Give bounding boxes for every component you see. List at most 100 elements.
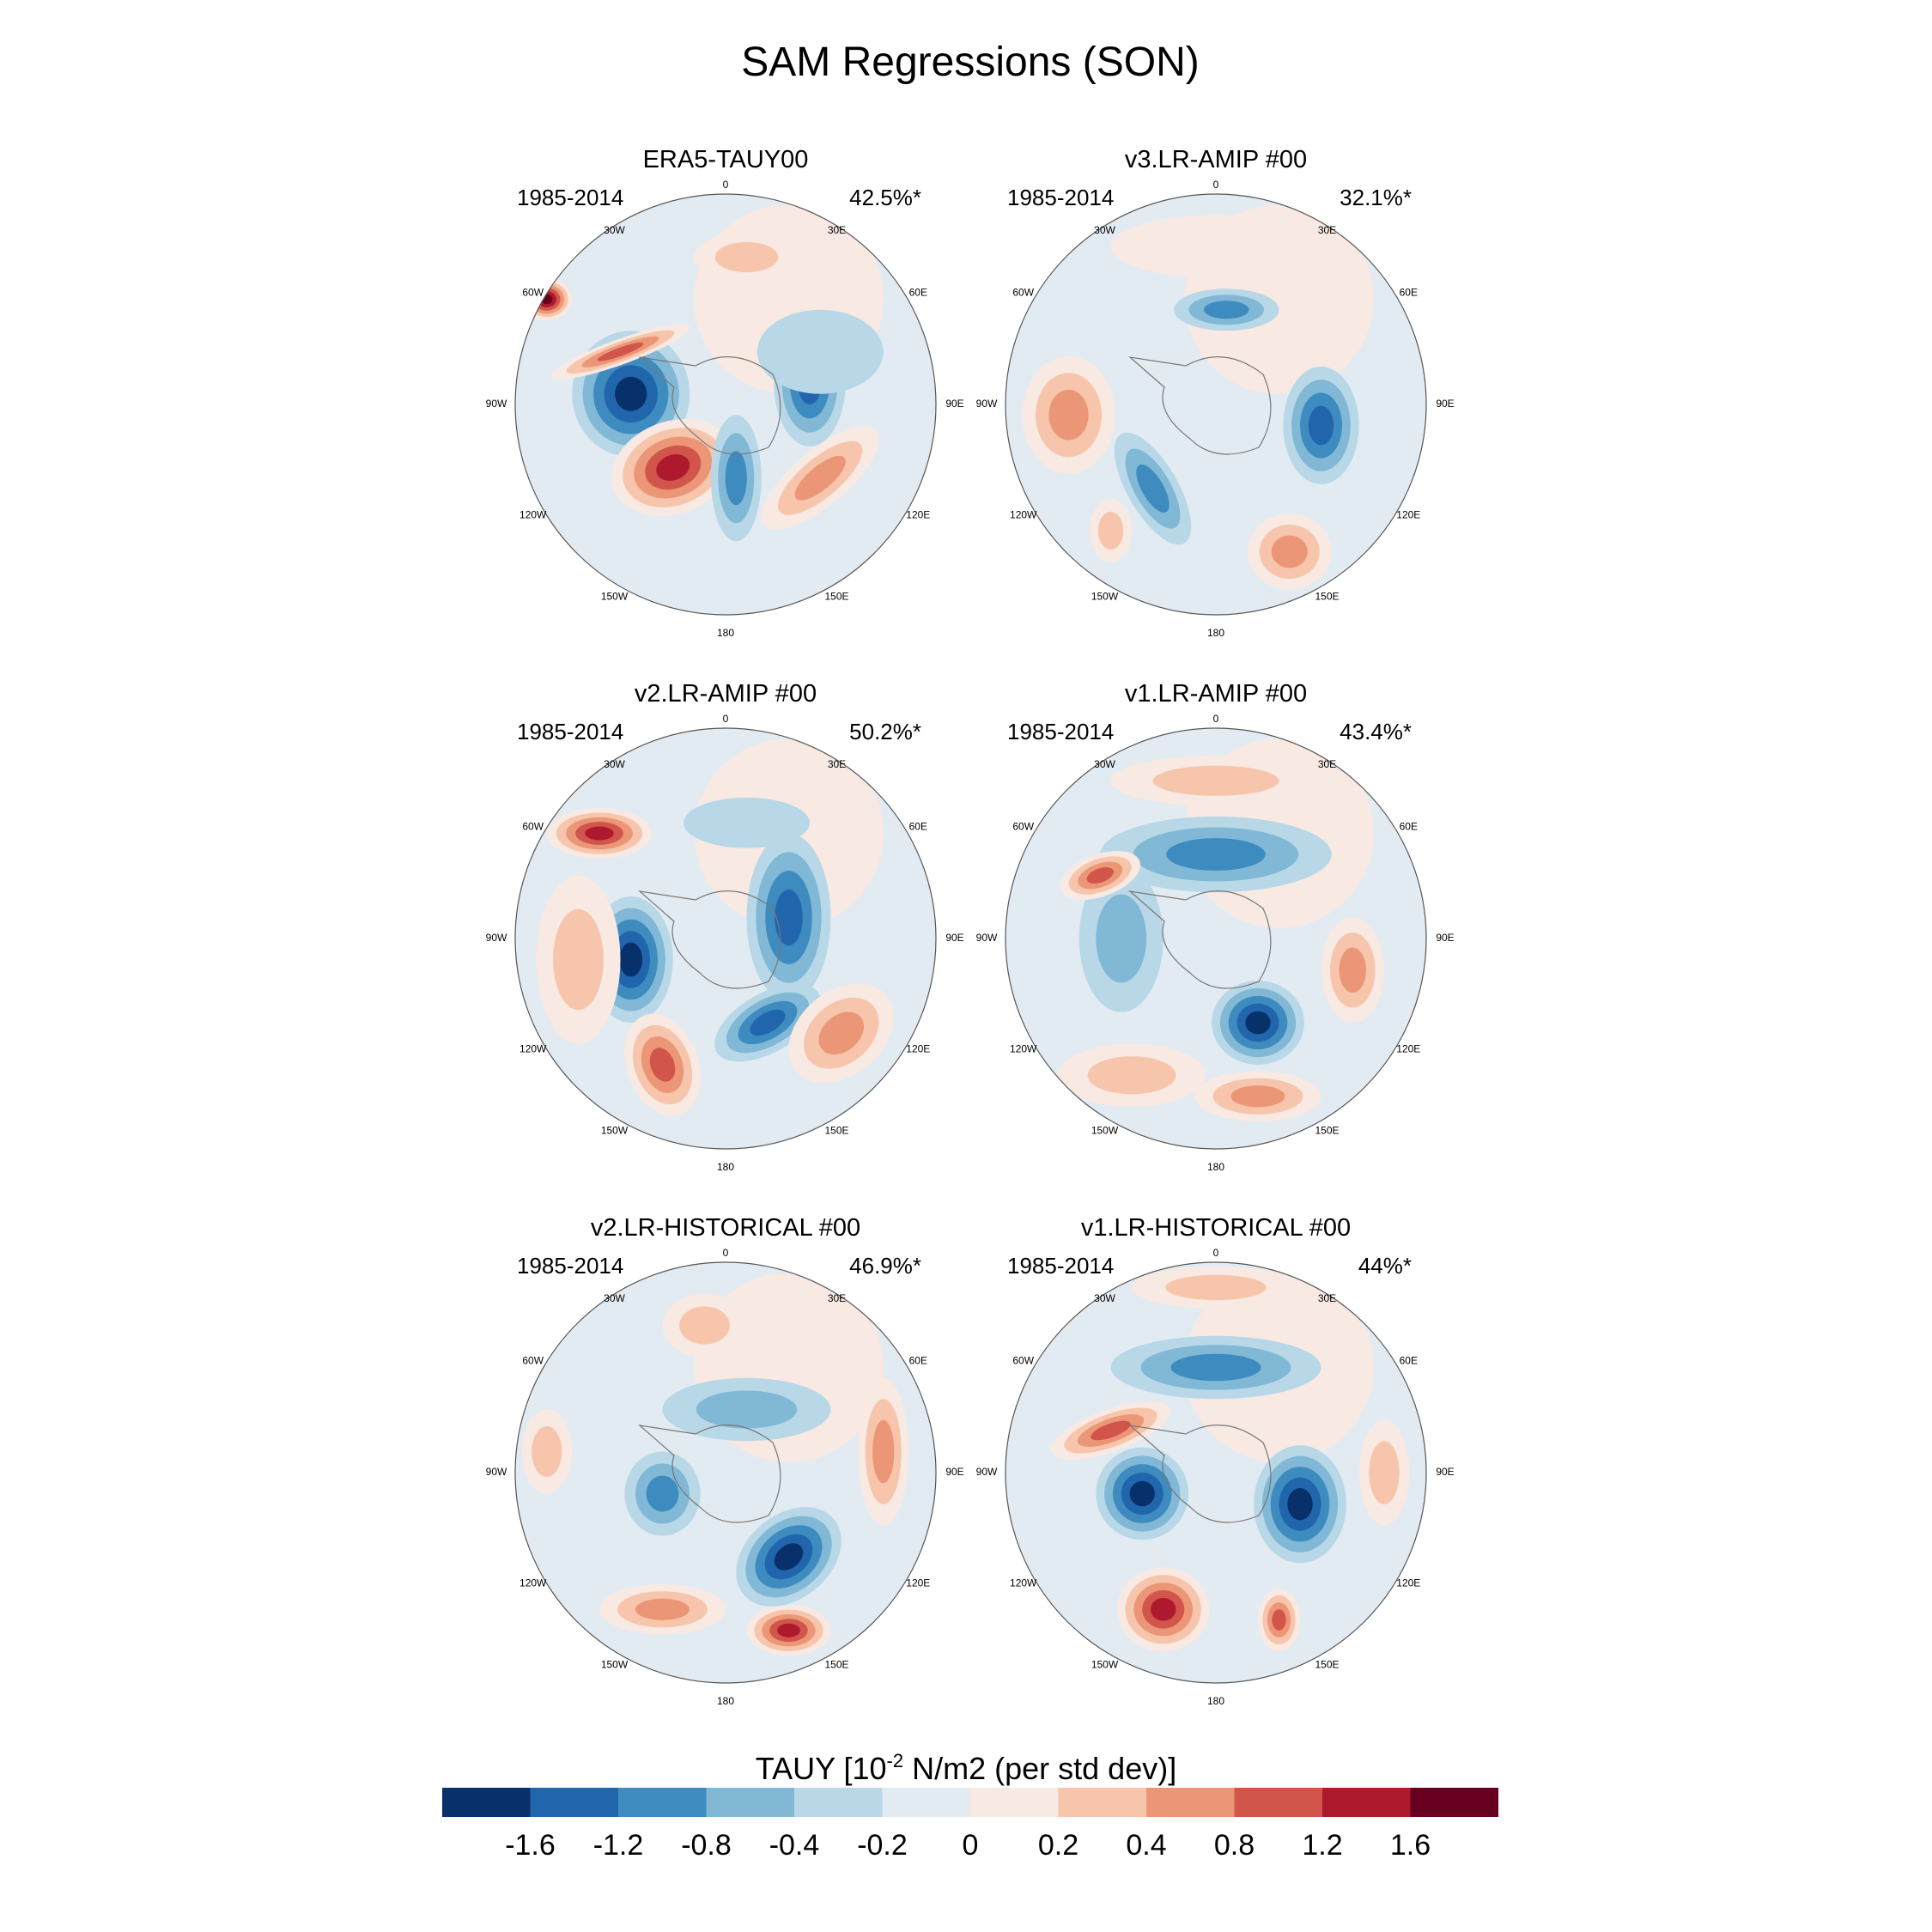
anomaly-contour bbox=[1091, 1420, 1131, 1441]
map-panel: v2.LR-HISTORICAL #00 1985-2014 46.9%* 0 30E 6… bbox=[486, 1214, 964, 1707]
longitude-label: 180 bbox=[717, 627, 734, 639]
map-field bbox=[1005, 194, 1426, 615]
map-panel: v2.LR-AMIP #00 1985-2014 50.2%* 0 30E 60E 90E 1… bbox=[486, 680, 964, 1173]
panel-variance: 32.1%* bbox=[1340, 185, 1412, 210]
longitude-label: 120W bbox=[519, 1043, 547, 1055]
longitude-label: 120W bbox=[519, 1577, 547, 1589]
colorbar-title: TAUY [10-2 N/m2 (per std dev)] bbox=[756, 1750, 1176, 1786]
anomaly-contour bbox=[683, 797, 810, 848]
anomaly-contour bbox=[1087, 1056, 1176, 1095]
longitude-label: 30W bbox=[1094, 758, 1115, 770]
anomaly-contour bbox=[1204, 301, 1249, 319]
longitude-label: 60E bbox=[909, 287, 927, 299]
longitude-label: 0 bbox=[723, 1247, 729, 1259]
longitude-label: 90W bbox=[486, 398, 507, 410]
colorbar-tick-label: 0.4 bbox=[1126, 1829, 1166, 1862]
longitude-label: 30W bbox=[604, 224, 625, 236]
colorbar-swatch bbox=[1234, 1788, 1322, 1817]
longitude-label: 120E bbox=[1396, 1043, 1420, 1055]
longitude-label: 90W bbox=[486, 932, 507, 944]
anomaly-contour bbox=[1170, 1353, 1261, 1382]
anomaly-contour bbox=[818, 1012, 865, 1055]
longitude-label: 30W bbox=[1094, 224, 1115, 236]
panel-title: v2.LR-AMIP #00 bbox=[635, 680, 817, 708]
colorbar: TAUY [10-2 N/m2 (per std dev)] -1.6 -1.2 -… bbox=[442, 1750, 1498, 1862]
longitude-label: 180 bbox=[1207, 1161, 1224, 1173]
colorbar-swatch bbox=[1322, 1788, 1411, 1817]
longitude-label: 150W bbox=[1091, 590, 1119, 602]
longitude-label: 60W bbox=[522, 821, 544, 833]
longitude-label: 0 bbox=[1213, 179, 1219, 191]
anomaly-contour bbox=[1110, 215, 1321, 278]
longitude-label: 180 bbox=[1207, 627, 1224, 639]
longitude-label: 150W bbox=[601, 1124, 629, 1136]
panel-variance: 50.2%* bbox=[849, 719, 921, 744]
longitude-label: 120E bbox=[906, 1043, 930, 1055]
anomaly-contour bbox=[750, 1009, 786, 1036]
figure-title: SAM Regressions (SON) bbox=[741, 39, 1199, 85]
anomaly-contour bbox=[714, 241, 779, 273]
anomaly-contour bbox=[532, 1426, 562, 1477]
colorbar-tick-label: 1.2 bbox=[1302, 1829, 1342, 1862]
anomaly-contour bbox=[756, 309, 884, 394]
coastline bbox=[1128, 1425, 1272, 1523]
colorbar-swatch bbox=[1146, 1788, 1235, 1817]
longitude-label: 30E bbox=[1318, 1292, 1336, 1304]
map-border bbox=[514, 1261, 937, 1684]
longitude-label: 180 bbox=[717, 1161, 734, 1173]
anomaly-contour bbox=[777, 1623, 800, 1637]
map-field bbox=[515, 1262, 936, 1683]
panel-period: 1985-2014 bbox=[1007, 719, 1114, 744]
longitude-label: 30W bbox=[604, 1292, 625, 1304]
colorbar-tick-label: -1.6 bbox=[505, 1829, 556, 1862]
map-panel: v1.LR-AMIP #00 1985-2014 43.4%* 0 30E 60E 90E 1… bbox=[976, 680, 1455, 1173]
longitude-label: 60W bbox=[1012, 287, 1034, 299]
anomaly-contour bbox=[774, 1543, 804, 1571]
colorbar-tick-label: -1.2 bbox=[593, 1829, 644, 1862]
longitude-label: 0 bbox=[723, 713, 729, 725]
colorbar-swatch bbox=[1410, 1788, 1498, 1817]
panel-title: ERA5-TAUY00 bbox=[643, 146, 809, 173]
anomaly-contour bbox=[1369, 1441, 1400, 1504]
longitude-label: 150E bbox=[824, 1124, 848, 1136]
anomaly-contour bbox=[646, 1475, 679, 1512]
longitude-label: 120E bbox=[906, 1577, 930, 1589]
longitude-label: 90E bbox=[945, 932, 963, 944]
anomaly-contour bbox=[1287, 1488, 1313, 1521]
anomaly-contour bbox=[615, 376, 647, 411]
anomaly-contour bbox=[1308, 405, 1334, 446]
longitude-label: 120E bbox=[1396, 509, 1420, 521]
map-border bbox=[1005, 193, 1427, 616]
longitude-label: 180 bbox=[1207, 1695, 1224, 1707]
panel-period: 1985-2014 bbox=[517, 1253, 623, 1279]
longitude-label: 150W bbox=[601, 590, 629, 602]
panel-period: 1985-2014 bbox=[517, 185, 623, 210]
longitude-label: 90E bbox=[1436, 398, 1454, 410]
panel-period: 1985-2014 bbox=[1007, 1253, 1114, 1279]
anomaly-contour bbox=[1152, 765, 1279, 796]
longitude-label: 30E bbox=[828, 1292, 846, 1304]
anomaly-contour bbox=[1086, 867, 1114, 884]
map-panel: v3.LR-AMIP #00 1985-2014 32.1%* 0 30E 60E 90E 1… bbox=[976, 146, 1455, 639]
longitude-label: 90E bbox=[945, 1466, 963, 1478]
anomaly-contour bbox=[585, 826, 614, 841]
panel-title: v2.LR-HISTORICAL #00 bbox=[591, 1214, 860, 1242]
longitude-label: 90W bbox=[976, 932, 998, 944]
longitude-label: 150E bbox=[1315, 1658, 1339, 1670]
longitude-label: 150E bbox=[824, 1658, 848, 1670]
map-border bbox=[1005, 1261, 1427, 1684]
longitude-label: 150E bbox=[1315, 1124, 1339, 1136]
anomaly-contour bbox=[1339, 947, 1366, 993]
coastline bbox=[638, 356, 781, 455]
colorbar-tick-label: -0.8 bbox=[681, 1829, 732, 1862]
coastline bbox=[1128, 356, 1272, 455]
colorbar-swatch bbox=[1058, 1788, 1146, 1817]
longitude-label: 150W bbox=[1091, 1658, 1119, 1670]
longitude-label: 60E bbox=[1400, 1355, 1418, 1367]
anomaly-contour bbox=[1097, 511, 1124, 550]
longitude-label: 120E bbox=[1396, 1577, 1420, 1589]
panel-title: v1.LR-HISTORICAL #00 bbox=[1081, 1214, 1351, 1242]
longitude-label: 30W bbox=[1094, 1292, 1115, 1304]
map-border bbox=[1005, 727, 1427, 1150]
panel-period: 1985-2014 bbox=[517, 719, 623, 744]
